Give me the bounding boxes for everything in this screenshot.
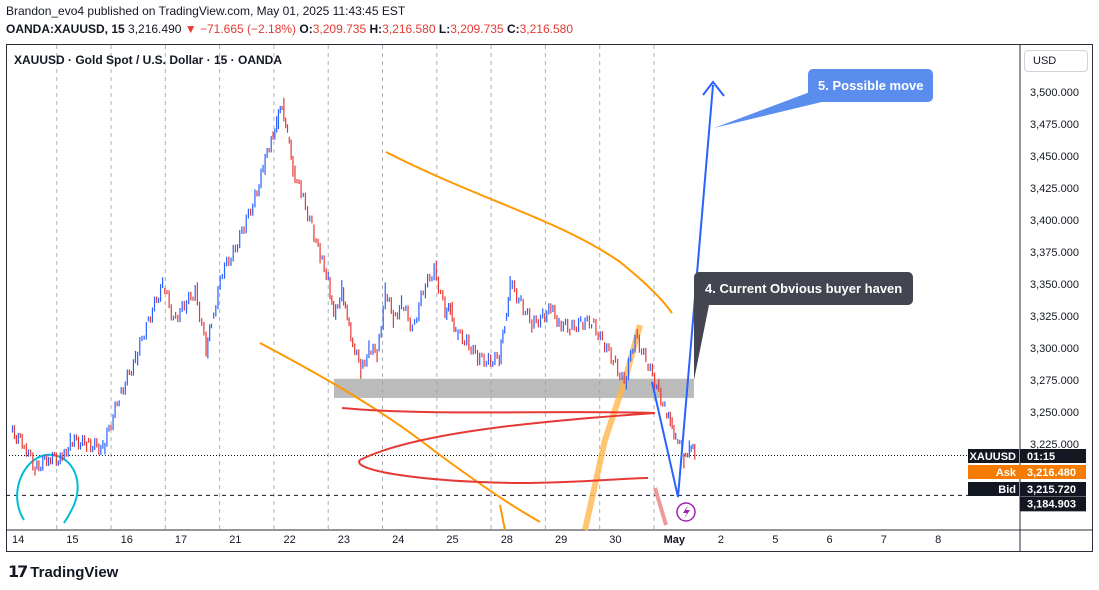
close-label: C: xyxy=(506,22,520,36)
high-value: 3,216.580 xyxy=(382,22,436,36)
red-scribble xyxy=(341,407,656,485)
x-tick-label: 17 xyxy=(175,534,187,546)
y-tick-label: 3,325.000 xyxy=(1030,311,1079,323)
callout-possible-move-text: 5. Possible move xyxy=(818,78,924,93)
x-tick-label: 23 xyxy=(338,534,350,546)
brand-name: TradingView xyxy=(30,563,119,581)
ask-value: 3,216.480 xyxy=(1027,467,1076,479)
close-value: 3,216.580 xyxy=(519,22,573,36)
orange-trendline xyxy=(499,504,506,531)
x-tick-label: 16 xyxy=(121,534,133,546)
publisher-line: Brandon_evo4 published on TradingView.co… xyxy=(6,4,406,18)
high-label: H: xyxy=(369,22,383,36)
x-tick-label: 5 xyxy=(772,534,778,546)
target-level-box xyxy=(1020,496,1086,512)
x-tick-label: 6 xyxy=(827,534,833,546)
bid-tag-label: Bid xyxy=(998,484,1016,496)
bid-value-box xyxy=(1020,482,1086,496)
symbol-label: OANDA:XAUUSD, 15 xyxy=(6,22,125,36)
lightning-icon xyxy=(683,505,690,519)
callout-possible-move xyxy=(808,69,933,102)
red-marker xyxy=(653,487,668,526)
cyan-circle xyxy=(16,453,79,524)
callout-buyer-haven xyxy=(694,272,913,305)
y-tick-label: 3,275.000 xyxy=(1030,375,1079,387)
current-price-value: 01:15 xyxy=(1027,451,1055,463)
low-label: L: xyxy=(438,22,451,36)
current-price-value-box xyxy=(1020,449,1086,463)
support-zone xyxy=(334,378,694,398)
ohlc-line: OANDA:XAUUSD, 15 3,216.490 ▼ −71.665 (−2… xyxy=(6,22,573,36)
bid-value: 3,215.720 xyxy=(1027,484,1076,496)
last-price: 3,216.490 xyxy=(128,22,182,36)
target-level-value: 3,184.903 xyxy=(1027,498,1076,510)
bid-tag xyxy=(968,482,1019,496)
tradingview-logo-icon: 𝟭𝟳 xyxy=(8,564,28,581)
price-change: ▼ −71.665 (−2.18%) xyxy=(184,22,297,36)
ask-tag xyxy=(968,465,1019,479)
x-tick-label: 21 xyxy=(229,534,241,546)
callout-pointer xyxy=(714,92,830,128)
x-tick-label: 25 xyxy=(446,534,458,546)
orange-trendline xyxy=(385,151,673,314)
x-tick-label: 29 xyxy=(555,534,567,546)
low-value: 3,209.735 xyxy=(450,22,504,36)
y-tick-label: 3,250.000 xyxy=(1030,407,1079,419)
y-tick-label: 3,450.000 xyxy=(1030,151,1079,163)
currency-button[interactable]: USD xyxy=(1024,50,1088,72)
current-price-tag xyxy=(968,449,1019,463)
orange-highlight-stroke xyxy=(582,324,643,531)
y-tick-label: 3,500.000 xyxy=(1030,87,1079,99)
y-tick-label: 3,475.000 xyxy=(1030,119,1079,131)
y-tick-label: 3,300.000 xyxy=(1030,343,1079,355)
x-tick-label: 14 xyxy=(12,534,24,546)
chart-frame[interactable] xyxy=(6,44,1093,552)
projected-move-arrowhead xyxy=(702,80,725,97)
footer-brand[interactable]: 𝟭𝟳 TradingView xyxy=(8,562,118,582)
y-tick-label: 3,350.000 xyxy=(1030,279,1079,291)
chart-title: XAUUSD · Gold Spot / U.S. Dollar · 15 · … xyxy=(14,53,283,67)
x-tick-label: 7 xyxy=(881,534,887,546)
open-value: 3,209.735 xyxy=(312,22,367,36)
callout-buyer-haven-text: 4. Current Obvious buyer haven xyxy=(705,281,902,296)
ask-tag-label: Ask xyxy=(996,467,1017,479)
x-tick-label: 2 xyxy=(718,534,724,546)
x-tick-label: 28 xyxy=(501,534,513,546)
y-tick-label: 3,400.000 xyxy=(1030,215,1079,227)
callout-pointer xyxy=(694,300,710,380)
current-price-tag-label: XAUUSD xyxy=(970,451,1017,463)
open-label: O: xyxy=(299,22,313,36)
y-tick-label: 3,225.000 xyxy=(1030,439,1079,451)
y-tick-label: 3,425.000 xyxy=(1030,183,1079,195)
x-tick-label: 8 xyxy=(935,534,941,546)
x-tick-label: 24 xyxy=(392,534,404,546)
x-tick-label: May xyxy=(664,534,686,546)
x-tick-label: 30 xyxy=(609,534,621,546)
x-tick-label: 22 xyxy=(284,534,296,546)
projected-move-line xyxy=(651,84,714,498)
y-tick-label: 3,375.000 xyxy=(1030,247,1079,259)
x-tick-label: 15 xyxy=(66,534,78,546)
ask-value-box xyxy=(1020,465,1086,479)
